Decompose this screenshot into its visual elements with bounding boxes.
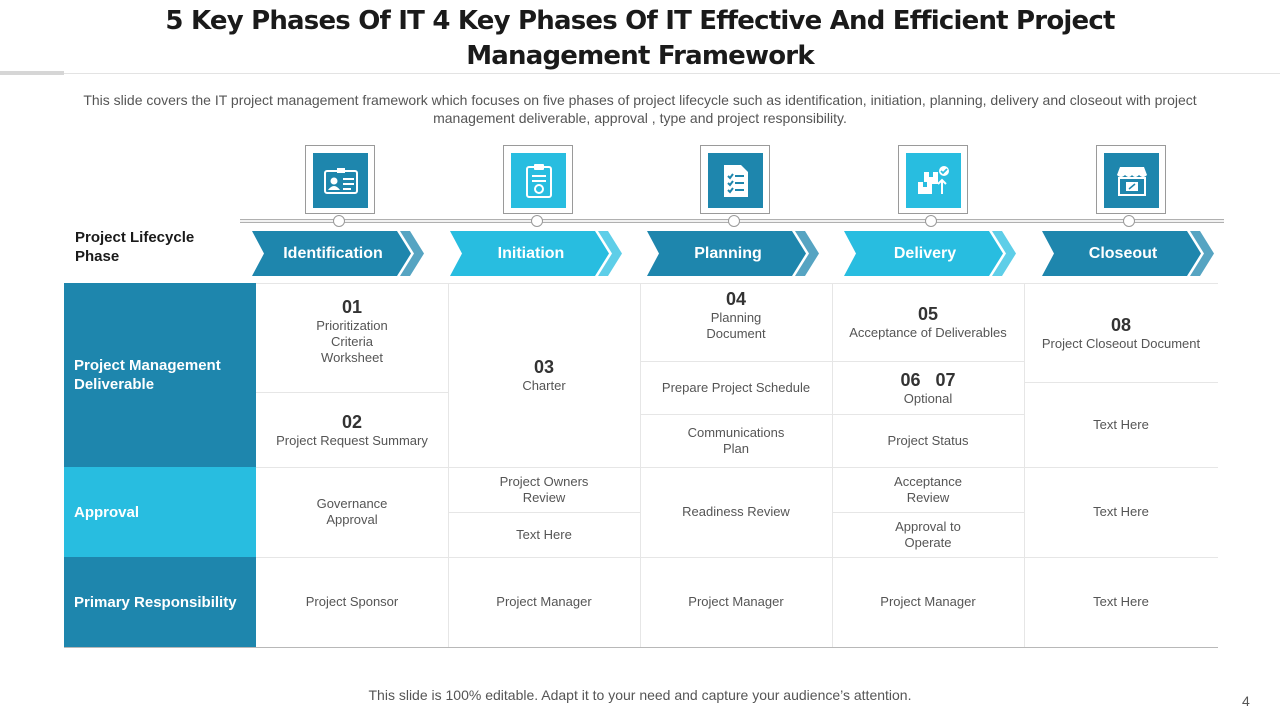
approval-text: Project Owners Review bbox=[499, 473, 589, 505]
deliverable-number: 04 bbox=[725, 289, 747, 309]
title-divider-accent bbox=[0, 71, 64, 75]
deliverable-text: Prepare Project Schedule bbox=[661, 379, 811, 395]
grid-line bbox=[832, 283, 833, 647]
phase-icon-box bbox=[898, 145, 968, 214]
timeline-dot bbox=[1123, 215, 1135, 227]
deliverable-cell: Prepare Project Schedule bbox=[640, 361, 832, 414]
timeline-dot bbox=[333, 215, 345, 227]
grid-line bbox=[832, 512, 1024, 513]
phase-icon-box bbox=[700, 145, 770, 214]
grid-line bbox=[448, 283, 449, 647]
row-header-responsibility: Primary Responsibility bbox=[64, 557, 256, 647]
approval-cell: Acceptance Review bbox=[832, 467, 1024, 512]
deliverable-text: Prioritization Criteria Worksheet bbox=[316, 318, 388, 365]
approval-cell: Approval to Operate bbox=[832, 512, 1024, 557]
approval-cell: Text Here bbox=[1024, 467, 1218, 557]
grid-line bbox=[256, 557, 1218, 558]
deliverable-text: Communications Plan bbox=[687, 424, 785, 456]
grid-line bbox=[64, 647, 1218, 648]
grid-line bbox=[640, 361, 832, 362]
phase-icon-box bbox=[503, 145, 573, 214]
grid-line bbox=[448, 512, 640, 513]
deliverable-cell: 03 Charter bbox=[448, 283, 640, 467]
deliverable-number: 02 bbox=[341, 411, 363, 432]
deliverable-text: Project Closeout Document bbox=[1041, 335, 1201, 351]
deliverable-text: Project Status bbox=[887, 432, 969, 448]
approval-cell: Readiness Review bbox=[640, 467, 832, 557]
id-card-icon bbox=[313, 153, 368, 208]
phase-chevron-identification: Identification bbox=[252, 231, 428, 276]
phase-icon-box bbox=[305, 145, 375, 214]
deliverable-number: 05 bbox=[917, 304, 939, 324]
deliverable-text: Text Here bbox=[1093, 416, 1149, 432]
responsibility-cell: Project Manager bbox=[496, 594, 592, 609]
clipboard-icon bbox=[511, 153, 566, 208]
package-delivery-icon bbox=[906, 153, 961, 208]
grid-line bbox=[256, 392, 448, 393]
phase-chevron-closeout: Closeout bbox=[1042, 231, 1218, 276]
deliverable-cell: Text Here bbox=[1024, 382, 1218, 467]
deliverable-text: Charter bbox=[522, 378, 566, 393]
approval-cell: Project Owners Review bbox=[448, 467, 640, 512]
approval-text: Approval to Operate bbox=[895, 518, 961, 550]
phase-chevron-initiation: Initiation bbox=[450, 231, 626, 276]
deliverable-number: 03 bbox=[533, 357, 555, 377]
deliverable-cell: 01 Prioritization Criteria Worksheet bbox=[256, 296, 448, 392]
phase-label: Initiation bbox=[497, 244, 565, 262]
phase-label: Planning bbox=[694, 244, 762, 262]
lifecycle-phase-label: Project Lifecycle Phase bbox=[75, 229, 195, 265]
grid-line bbox=[832, 414, 1024, 415]
slide-description: This slide covers the IT project managem… bbox=[83, 92, 1197, 126]
responsibility-cell: Text Here bbox=[1093, 594, 1149, 609]
approval-cell: Text Here bbox=[448, 512, 640, 557]
row-header-deliverable: Project Management Deliverable bbox=[64, 283, 256, 467]
checklist-icon bbox=[708, 153, 763, 208]
phase-label: Closeout bbox=[1088, 244, 1158, 262]
timeline-dot bbox=[925, 215, 937, 227]
deliverable-text: Planning Document bbox=[706, 310, 766, 341]
responsibility-cell: Project Manager bbox=[688, 594, 784, 609]
grid-line bbox=[256, 467, 1218, 468]
deliverable-number: 06 07 bbox=[900, 369, 956, 390]
phase-chevron-delivery: Delivery bbox=[844, 231, 1020, 276]
approval-text: Acceptance Review bbox=[894, 473, 962, 505]
approval-text: Text Here bbox=[1093, 504, 1149, 519]
grid-line bbox=[640, 283, 641, 647]
deliverable-cell: 06 07 Optional bbox=[832, 361, 1024, 414]
deliverable-number: 01 bbox=[341, 297, 363, 317]
deliverable-cell: 02 Project Request Summary bbox=[256, 392, 448, 467]
phase-chevron-planning: Planning bbox=[647, 231, 823, 276]
deliverable-text: Acceptance of Deliverables bbox=[849, 325, 1007, 340]
approval-text: Readiness Review bbox=[682, 504, 790, 519]
deliverable-cell: 04 Planning Document bbox=[640, 283, 832, 361]
approval-cell: Governance Approval bbox=[256, 467, 448, 557]
phase-label: Identification bbox=[283, 244, 383, 262]
deliverable-text: Project Request Summary bbox=[276, 432, 428, 448]
phase-label: Delivery bbox=[893, 244, 957, 262]
deliverable-cell: 08 Project Closeout Document bbox=[1024, 283, 1218, 382]
deliverable-text: Optional bbox=[903, 390, 953, 406]
title-divider bbox=[0, 73, 1280, 74]
grid-line bbox=[1024, 382, 1218, 383]
grid-line bbox=[256, 283, 1218, 284]
deliverable-cell: 05 Acceptance of Deliverables bbox=[832, 283, 1024, 361]
grid-line bbox=[640, 414, 832, 415]
grid-line bbox=[1024, 283, 1025, 647]
page-number: 4 bbox=[1242, 693, 1250, 709]
approval-text: Governance Approval bbox=[316, 496, 388, 527]
grid-line bbox=[832, 361, 1024, 362]
timeline-dot bbox=[531, 215, 543, 227]
timeline-dot bbox=[728, 215, 740, 227]
approval-text: Text Here bbox=[516, 526, 572, 542]
store-closed-icon bbox=[1104, 153, 1159, 208]
deliverable-cell: Project Status bbox=[832, 414, 1024, 467]
phase-icon-box bbox=[1096, 145, 1166, 214]
deliverable-cell: Communications Plan bbox=[640, 414, 832, 467]
slide-title: 5 Key Phases Of IT 4 Key Phases Of IT Ef… bbox=[165, 6, 1115, 71]
deliverable-number: 08 bbox=[1110, 314, 1132, 335]
row-header-approval: Approval bbox=[64, 467, 256, 557]
footer-note: This slide is 100% editable. Adapt it to… bbox=[368, 687, 912, 703]
responsibility-cell: Project Manager bbox=[880, 594, 976, 609]
responsibility-cell: Project Sponsor bbox=[305, 594, 399, 609]
